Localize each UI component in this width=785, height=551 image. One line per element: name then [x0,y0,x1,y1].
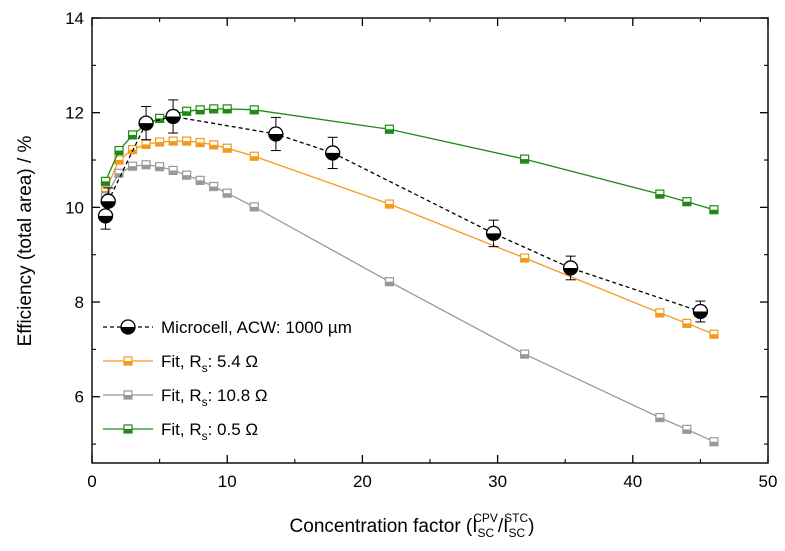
legend-marker [123,356,133,366]
data-point [682,318,692,328]
data-point [195,175,205,185]
x-axis-title-sub1: SC [478,526,495,540]
series-line [104,108,715,211]
series-3 [100,104,719,215]
data-point [127,161,138,171]
data-point [209,140,219,150]
data-point [222,104,232,114]
data-point [209,181,219,192]
x-tick-label: 40 [623,472,642,491]
series-2 [100,160,719,447]
data-point [141,139,151,149]
legend-item-3: Fit, Rs: 0.5 Ω [103,420,258,443]
y-tick-label: 10 [65,198,84,217]
data-point [97,208,114,224]
data-point [520,253,530,263]
data-point [138,115,154,131]
data-point [709,205,719,215]
y-tick-label: 14 [65,9,84,28]
data-point [165,108,181,125]
data-point [709,329,719,339]
data-point [155,137,165,147]
data-point [209,104,219,114]
series-0 [97,99,709,323]
data-point [682,197,692,207]
y-tick-label: 12 [65,104,84,123]
x-axis-title-sup2: STC [504,511,528,525]
data-point [182,106,192,116]
legend-label: Fit, Rs: 10.8 Ω [161,386,268,409]
x-tick-label: 30 [488,472,507,491]
x-tick-label: 50 [759,472,778,491]
x-tick-label: 20 [353,472,372,491]
legend: Microcell, ACW: 1000 µm Fit, Rs: 5.4 Ω Fit… [103,318,352,443]
data-point [249,202,259,212]
series-layer [97,99,719,447]
axes: 0 10 20 30 40 50 6 8 10 12 14 [65,9,777,491]
data-point [168,165,178,176]
legend-label: Microcell, ACW: 1000 µm [161,318,352,337]
data-point [384,124,395,134]
data-point [182,136,192,146]
data-point [655,308,665,318]
legend-marker [123,390,133,400]
data-point [384,277,395,287]
x-tick-label: 0 [87,472,96,491]
data-point [692,303,709,320]
data-point [100,193,116,209]
data-point [195,137,205,148]
x-tick-label: 10 [218,472,237,491]
series-1 [100,136,719,339]
x-axis-title-tail: ) [528,516,534,537]
legend-item-2: Fit, Rs: 10.8 Ω [103,386,268,409]
legend-label: Fit, Rs: 5.4 Ω [161,352,258,375]
data-point [520,154,530,164]
data-point [114,168,124,178]
x-axis-title-sub2: SC [508,526,525,540]
data-point [249,151,259,161]
data-point [485,225,502,242]
data-point [562,260,579,276]
x-axis-title-sup1: CPV [473,511,498,525]
data-point [155,162,165,172]
series-line [104,164,715,443]
y-axis-title: Efficiency (total area) / % [15,135,36,346]
data-point [195,105,205,115]
x-axis-title-slash: /I [498,516,509,537]
data-point [655,189,665,199]
data-point [114,145,124,156]
data-point [249,105,259,115]
data-point [682,424,692,434]
legend-marker [123,424,133,434]
data-point [168,136,178,146]
data-point [709,437,719,447]
data-point [182,170,192,180]
data-point [222,188,232,198]
y-tick-label: 6 [75,388,84,407]
data-point [384,199,395,209]
x-axis-title-base: Concentration factor (I [290,516,478,537]
data-point [155,113,165,123]
data-point [222,143,232,153]
data-point [655,412,665,423]
data-point [100,176,111,186]
legend-label: Fit, Rs: 0.5 Ω [161,420,258,443]
series-line [104,115,701,313]
legend-item-1: Fit, Rs: 5.4 Ω [103,352,258,375]
data-point [127,130,138,140]
data-point [268,126,284,142]
y-tick-label: 8 [75,293,84,312]
data-point [520,349,530,359]
data-point [325,145,341,161]
series-line [104,140,715,335]
legend-item-0: Microcell, ACW: 1000 µm [103,318,352,337]
data-point [141,160,151,170]
x-axis-title: Concentration factor (ISCCPV/ISCSTC) [290,511,535,540]
legend-marker [120,319,136,335]
